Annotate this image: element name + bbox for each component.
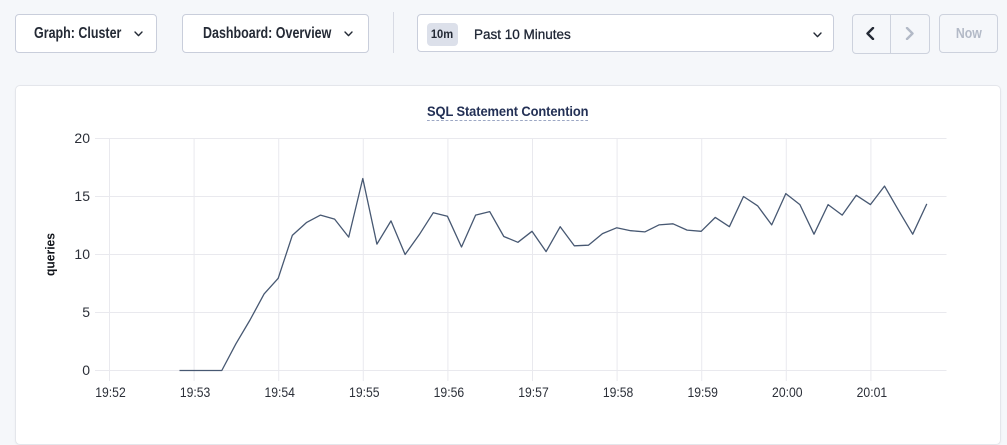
svg-text:19:55: 19:55 xyxy=(349,384,380,400)
svg-text:20: 20 xyxy=(74,130,90,146)
svg-text:19:54: 19:54 xyxy=(264,384,295,400)
svg-text:10: 10 xyxy=(74,246,90,262)
svg-text:19:56: 19:56 xyxy=(434,384,465,400)
svg-text:19:53: 19:53 xyxy=(180,384,211,400)
svg-text:19:59: 19:59 xyxy=(687,384,718,400)
svg-text:20:00: 20:00 xyxy=(772,384,803,400)
svg-text:19:58: 19:58 xyxy=(603,384,634,400)
svg-text:0: 0 xyxy=(82,362,90,378)
svg-text:19:57: 19:57 xyxy=(518,384,549,400)
svg-text:queries: queries xyxy=(44,233,58,276)
svg-text:19:52: 19:52 xyxy=(95,384,126,400)
svg-text:20:01: 20:01 xyxy=(857,384,888,400)
svg-text:5: 5 xyxy=(82,304,90,320)
svg-text:15: 15 xyxy=(74,188,90,204)
